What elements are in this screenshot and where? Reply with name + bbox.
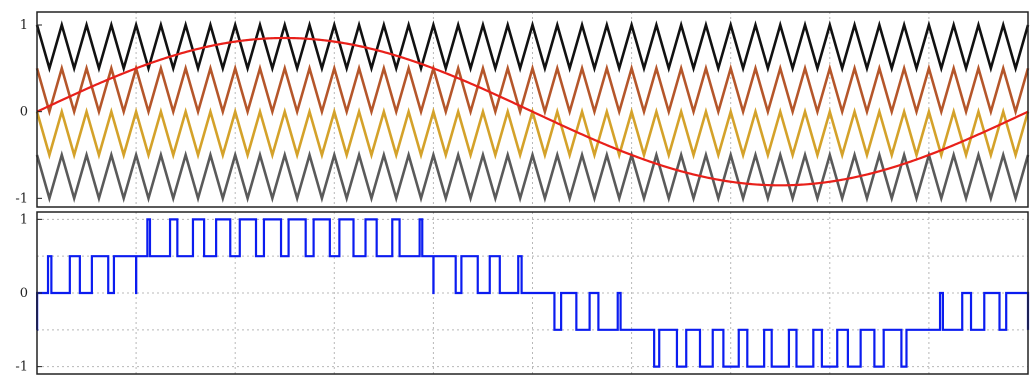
top-panel-series bbox=[35, 20, 1030, 204]
triangle-carrier-0 bbox=[35, 20, 1030, 74]
top-ytick-label-2: -1 bbox=[15, 191, 28, 206]
pwm-output-line bbox=[36, 218, 1030, 368]
bottom-ytick-label-0: 1 bbox=[20, 212, 28, 227]
carrier-reference-panel: 1 0 -1 bbox=[15, 11, 1030, 208]
pwm-output-panel: 1 0 -1 bbox=[15, 211, 1030, 375]
bottom-panel-frame bbox=[36, 211, 1029, 375]
triangle-carrier-3 bbox=[35, 150, 1030, 204]
bottom-panel-y-ticks: 1 0 -1 bbox=[15, 212, 42, 375]
top-panel-frame bbox=[36, 11, 1029, 208]
top-ytick-label-1: 0 bbox=[20, 105, 28, 120]
triangle-carrier-1 bbox=[35, 63, 1030, 117]
bottom-panel-series bbox=[36, 218, 1030, 368]
top-panel-y-ticks: 1 0 -1 bbox=[15, 18, 42, 206]
bottom-ytick-label-1: 0 bbox=[20, 286, 28, 301]
top-ytick-label-0: 1 bbox=[20, 18, 28, 33]
sine-reference-line bbox=[36, 36, 1029, 187]
bottom-ytick-label-2: -1 bbox=[15, 360, 28, 375]
